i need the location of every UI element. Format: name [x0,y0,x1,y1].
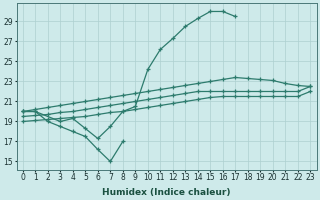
X-axis label: Humidex (Indice chaleur): Humidex (Indice chaleur) [102,188,231,197]
